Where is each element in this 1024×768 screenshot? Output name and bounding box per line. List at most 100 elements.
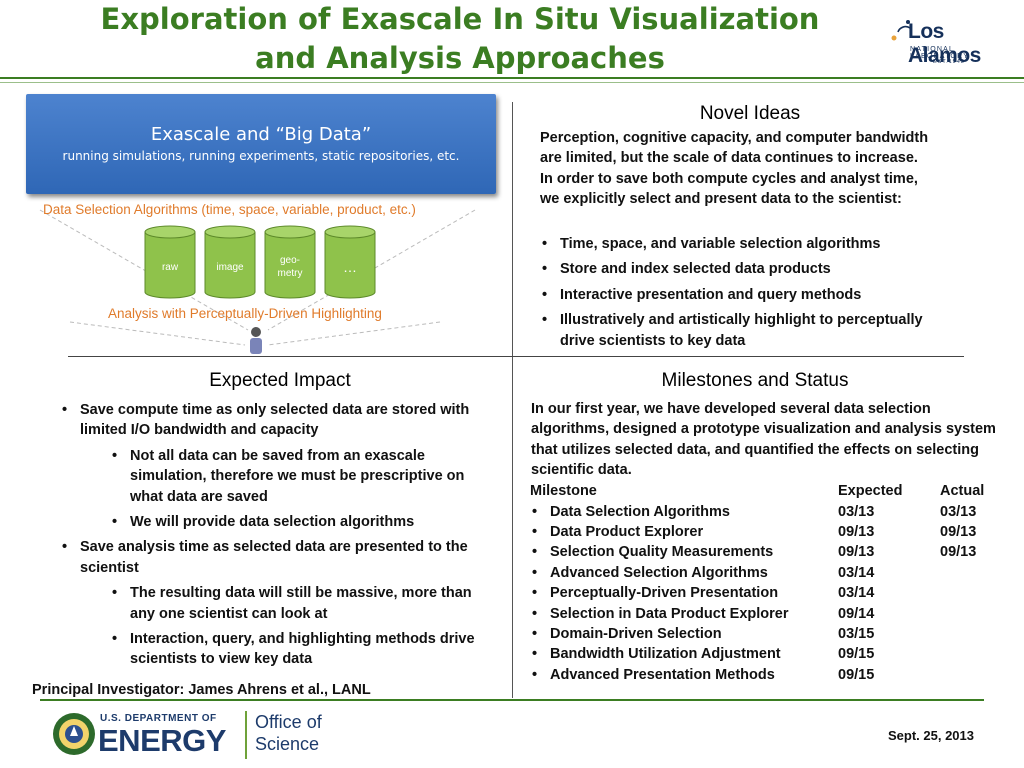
list-item: Not all data can be saved from an exasca… xyxy=(110,446,490,507)
list-item: Illustratively and artistically highligh… xyxy=(540,310,960,351)
list-item: The resulting data will still be massive… xyxy=(110,583,490,624)
table-row: • Domain-Driven Selection 03/15 xyxy=(530,624,984,644)
bullet-icon: • xyxy=(532,585,538,602)
table-row: • Selection Quality Measurements 09/13 09/1… xyxy=(530,542,984,562)
selection-label: Data Selection Algorithms (time, space, … xyxy=(43,202,416,217)
table-row: • Advanced Selection Algorithms 03/14 xyxy=(530,563,984,583)
milestone-name: • Data Selection Algorithms xyxy=(532,503,730,520)
milestones-intro: In our first year, we have developed sev… xyxy=(531,401,996,479)
milestone-name: • Perceptually-Driven Presentation xyxy=(532,585,779,602)
expected-impact-heading: Expected Impact xyxy=(209,370,351,391)
cylinder-geometry xyxy=(264,225,316,299)
atom-icon xyxy=(891,20,911,41)
milestone-actual xyxy=(940,563,984,583)
bullet-icon: • xyxy=(532,544,538,561)
milestone-name: • Data Product Explorer xyxy=(532,523,704,540)
cylinder-image xyxy=(204,225,256,299)
big-data-subtitle: running simulations, running experiments… xyxy=(62,149,460,163)
cylinder-more-label: … xyxy=(343,259,357,275)
bullet-icon: • xyxy=(532,503,538,520)
milestone-expected: 09/13 xyxy=(838,544,875,561)
page-title: Exploration of Exascale In Situ Visualiz… xyxy=(40,0,880,78)
cylinder-raw-label: raw xyxy=(162,262,179,273)
funnel-line-left-bottom xyxy=(69,321,246,346)
doe-office-of-science-logo: U.S. DEPARTMENT OF ENERGY Office of Scie… xyxy=(50,707,350,763)
list-item: Time, space, and variable selection algo… xyxy=(540,234,960,255)
expected-impact-list: Save compute time as only selected data … xyxy=(60,400,490,675)
milestone-actual xyxy=(940,644,984,664)
big-data-box: Exascale and “Big Data” running simulati… xyxy=(26,94,496,194)
novel-ideas-intro: Perception, cognitive capacity, and comp… xyxy=(540,130,929,208)
col-milestone-header: Milestone xyxy=(530,483,597,500)
col-expected-header: Expected xyxy=(838,483,903,500)
list-item: Save analysis time as selected data are … xyxy=(60,537,490,578)
milestone-name: • Domain-Driven Selection xyxy=(532,625,722,642)
row-divider xyxy=(68,356,964,357)
milestone-name: • Advanced Presentation Methods xyxy=(532,666,775,683)
doe-small-text: U.S. DEPARTMENT OF xyxy=(100,713,217,724)
list-item: We will provide data selection algorithm… xyxy=(110,512,490,533)
milestone-actual: 09/13 xyxy=(940,544,977,561)
funnel-line-right-bottom xyxy=(267,321,441,346)
milestone-actual: 09/13 xyxy=(940,523,977,540)
milestone-expected: 09/15 xyxy=(838,646,875,663)
cylinder-raw xyxy=(144,225,196,299)
list-item: Interactive presentation and query metho… xyxy=(540,285,960,306)
logo-subtitle: NATIONAL LABORATORY xyxy=(910,46,970,60)
milestone-expected: 03/15 xyxy=(838,625,875,642)
milestones-table: Milestone Expected Actual • Data Selectio… xyxy=(530,481,984,685)
office-line-1: Office of xyxy=(255,712,322,732)
column-divider xyxy=(512,102,513,698)
milestone-expected: 03/13 xyxy=(838,503,875,520)
los-alamos-logo: Los Alamos NATIONAL LABORATORY EST.1943 xyxy=(888,12,1008,68)
scientist-icon xyxy=(250,327,262,354)
milestone-name: • Selection Quality Measurements xyxy=(532,544,774,561)
milestone-expected: 09/14 xyxy=(838,605,875,622)
milestone-actual xyxy=(940,624,984,644)
bullet-icon: • xyxy=(532,666,538,683)
doe-divider xyxy=(245,711,247,759)
list-item: Interaction, query, and highlighting met… xyxy=(110,629,490,670)
table-row: • Bandwidth Utilization Adjustment 09/15 xyxy=(530,644,984,664)
table-row: • Perceptually-Driven Presentation 03/14 xyxy=(530,583,984,603)
cylinder-geometry-label-2: metry xyxy=(278,268,303,279)
bullet-icon: • xyxy=(532,625,538,642)
bullet-icon: • xyxy=(532,564,538,581)
header-divider xyxy=(0,77,1024,79)
milestone-expected: 09/15 xyxy=(838,666,875,683)
title-line-2: and Analysis Approaches xyxy=(255,41,665,75)
table-header-row: Milestone Expected Actual xyxy=(530,481,984,501)
milestone-actual xyxy=(940,603,984,623)
list-item: Save compute time as only selected data … xyxy=(60,400,490,441)
logo-established: EST.1943 xyxy=(933,59,965,65)
milestone-expected: 03/14 xyxy=(838,585,875,602)
milestone-name: • Selection in Data Product Explorer xyxy=(532,605,789,622)
big-data-title: Exascale and “Big Data” xyxy=(150,124,372,145)
table-row: • Data Product Explorer 09/13 09/13 xyxy=(530,522,984,542)
office-of-science-text: Office of Science xyxy=(255,711,322,755)
title-line-1: Exploration of Exascale In Situ Visualiz… xyxy=(100,2,820,36)
milestone-actual: 03/13 xyxy=(940,503,977,520)
novel-ideas-heading: Novel Ideas xyxy=(699,103,801,124)
funnel-line-left-top xyxy=(39,209,249,331)
footer-divider xyxy=(40,699,984,701)
milestone-expected: 09/13 xyxy=(838,523,875,540)
milestone-expected: 03/14 xyxy=(838,564,875,581)
data-selection-diagram: raw image geo- metry … xyxy=(39,209,476,354)
table-row: • Advanced Presentation Methods 09/15 xyxy=(530,665,984,685)
doe-seal-icon xyxy=(53,713,95,755)
milestone-name: • Advanced Selection Algorithms xyxy=(532,564,768,581)
cylinder-geometry-label-1: geo- xyxy=(280,255,300,266)
office-line-2: Science xyxy=(255,734,320,754)
novel-ideas-list: Time, space, and variable selection algo… xyxy=(540,234,960,356)
milestones-heading: Milestones and Status xyxy=(661,370,849,391)
logo-name: Los Alamos xyxy=(908,20,981,67)
cylinder-more xyxy=(324,225,376,299)
milestone-actual xyxy=(940,583,984,603)
milestone-actual xyxy=(940,665,984,685)
doe-big-text: ENERGY xyxy=(98,723,226,758)
cylinder-image-label: image xyxy=(216,262,244,273)
bullet-icon: • xyxy=(532,646,538,663)
list-item: Store and index selected data products xyxy=(540,259,960,280)
table-row: • Data Selection Algorithms 03/13 03/13 xyxy=(530,501,984,521)
